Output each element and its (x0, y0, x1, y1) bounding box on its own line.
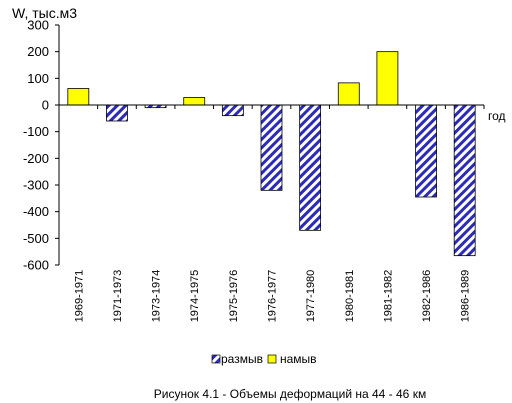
y-tick-label: -200 (23, 151, 49, 166)
x-tick-label: 1980-1981 (344, 270, 356, 323)
bar-razmyv (453, 104, 476, 257)
x-tick-label: 1986-1989 (460, 270, 472, 323)
x-tick-label: 1969-1971 (73, 270, 85, 323)
y-tick-label: -400 (23, 204, 49, 219)
x-axis-title: год (488, 109, 506, 123)
bar-razmyv (221, 104, 244, 117)
bar-namyv (67, 88, 90, 106)
y-tick-label: -600 (23, 258, 49, 273)
x-tick-label: 1976-1977 (267, 270, 279, 323)
legend-label-namyv: намыв (280, 352, 317, 366)
legend-swatch-razmyv (211, 354, 221, 364)
y-tick-label: -300 (23, 178, 49, 193)
x-tick-label: 1982-1986 (421, 270, 433, 323)
x-tick-label: 1974-1975 (189, 270, 201, 323)
figure-caption: Рисунок 4.1 - Объемы деформаций на 44 - … (154, 387, 426, 401)
bar-razmyv (260, 104, 283, 191)
x-tick-label: 1981-1982 (382, 270, 394, 323)
y-tick-label: -500 (23, 231, 49, 246)
bar-namyv (337, 82, 360, 106)
x-tick-label: 1977-1980 (305, 270, 317, 323)
bar-razmyv (299, 104, 322, 231)
y-tick-label: 0 (42, 98, 49, 113)
y-tick-label: 300 (27, 18, 49, 33)
legend-swatch-namyv (267, 354, 277, 364)
y-tick-label: 100 (27, 71, 49, 86)
x-tick-label: 1975-1976 (228, 270, 240, 323)
y-tick-label: 200 (27, 44, 49, 59)
legend-label-razmyv: размыв (221, 352, 263, 366)
bar-namyv (376, 51, 399, 106)
bar-namyv (183, 97, 206, 106)
y-axis-title: W, тыс.м3 (12, 5, 77, 21)
bar-razmyv (415, 104, 437, 198)
x-tick-label: 1971-1973 (112, 270, 124, 323)
legend: размыв намыв (211, 352, 317, 366)
y-tick-label: -100 (23, 124, 49, 139)
bar-razmyv (106, 104, 128, 122)
x-tick-label: 1973-1974 (151, 270, 163, 323)
